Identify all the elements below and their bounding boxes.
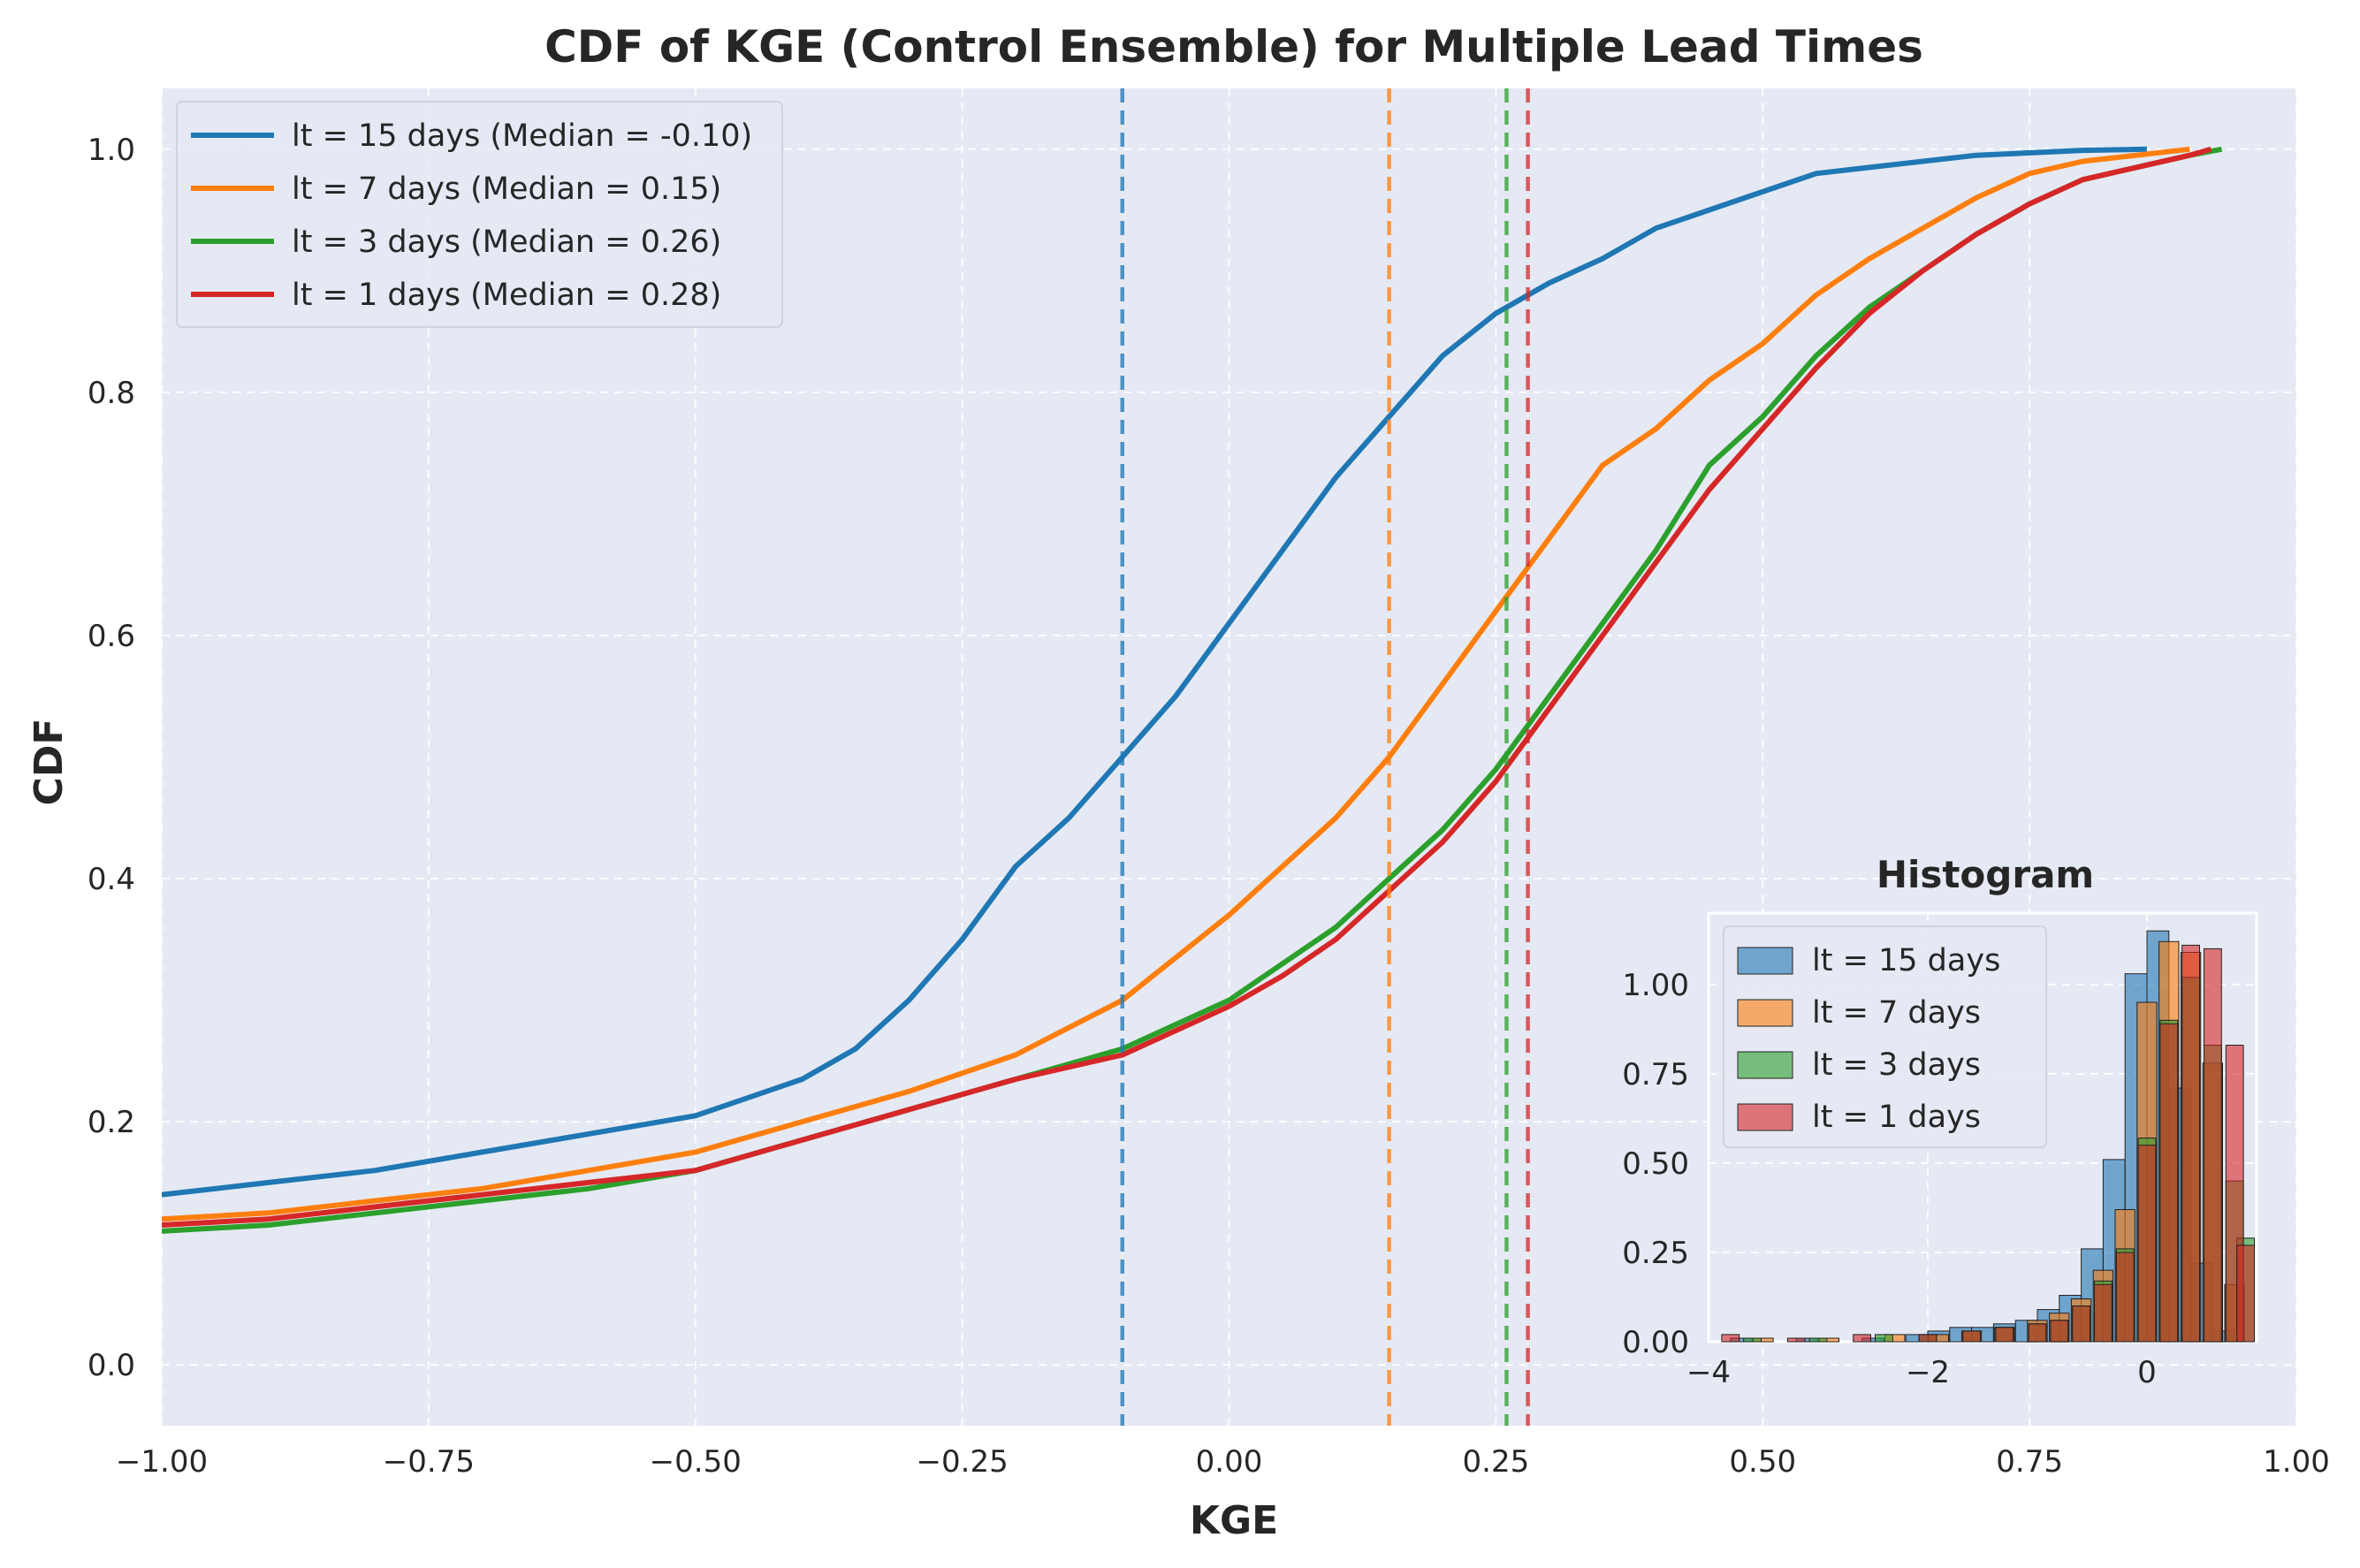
x-tick-label: 0.25: [1463, 1444, 1530, 1480]
y-tick-label: 1.0: [88, 133, 135, 168]
histogram-bar-lt-1-days: [2159, 1023, 2179, 1343]
histogram-bar-lt-1-days: [2072, 1305, 2090, 1343]
y-tick-label: 0.8: [88, 376, 135, 411]
histogram-bar-lt-1-days: [1918, 1334, 1937, 1343]
inset-y-tick-label: 0.75: [1622, 1057, 1689, 1092]
histogram-bar-lt-1-days: [2094, 1283, 2113, 1343]
y-axis-title: CDF: [27, 719, 72, 806]
histogram-inset: 0.00 0.25 0.50 0.75 1.00 −4 −2 0 lt = 15 days lt …: [1622, 911, 2258, 1390]
histogram-bar-lt-1-days: [1995, 1327, 2014, 1343]
histogram-bar-lt-3-days: [1808, 1337, 1828, 1343]
x-tick-label: −0.25: [917, 1444, 1009, 1480]
x-tick-label: 0.00: [1196, 1444, 1263, 1480]
histogram-bar-lt-1-days: [1853, 1334, 1871, 1343]
cdf-line-lt-15-days-median-0-10: [162, 146, 2147, 1198]
legend-label: lt = 15 days (Median = -0.10): [292, 118, 752, 154]
x-tick-label: 0.50: [1729, 1444, 1796, 1480]
histogram-bar-lt-1-days: [1962, 1330, 1981, 1343]
inset-x-tick-label: 0: [2137, 1355, 2157, 1390]
x-tick-label: 1.00: [2263, 1444, 2330, 1480]
inset-y-tick-label: 0.25: [1622, 1236, 1689, 1271]
inset-legend-swatch: [1737, 947, 1793, 975]
inset-legend-label: lt = 1 days: [1812, 1100, 1981, 1135]
y-tick-label: 0.4: [88, 862, 135, 897]
histogram-bar-lt-1-days: [2204, 948, 2222, 1343]
histogram-bar-lt-1-days: [2236, 1245, 2255, 1343]
histogram-bar-lt-3-days: [1743, 1337, 1762, 1343]
main-legend: lt = 15 days (Median = -0.10) lt = 7 days…: [176, 101, 783, 328]
inset-y-tick-label: 1.00: [1622, 968, 1689, 1003]
x-axis-title: KGE: [1190, 1498, 1278, 1543]
histogram-bar-lt-1-days: [2115, 1252, 2135, 1343]
inset-x-tick-label: −4: [1686, 1355, 1731, 1390]
y-tick-label: 0.2: [88, 1105, 135, 1140]
chart-title: CDF of KGE (Control Ensemble) for Multip…: [544, 21, 1923, 72]
inset-title: Histogram: [1877, 853, 2094, 896]
inset-legend-swatch: [1737, 999, 1793, 1027]
inset-legend-label: lt = 3 days: [1812, 1047, 1981, 1083]
y-tick-label: 0.0: [88, 1348, 135, 1383]
histogram-bar-lt-1-days: [1721, 1334, 1740, 1343]
legend-label: lt = 7 days (Median = 0.15): [292, 171, 721, 207]
histogram-bar-lt-1-days: [2050, 1320, 2069, 1343]
inset-legend-label: lt = 7 days: [1812, 995, 1981, 1031]
x-tick-label: −0.75: [383, 1444, 475, 1480]
y-tick-label: 0.6: [88, 619, 135, 654]
inset-y-tick-label: 0.00: [1622, 1325, 1689, 1360]
x-tick-label: −1.00: [116, 1444, 208, 1480]
histogram-bar-lt-3-days: [1875, 1334, 1893, 1343]
cdf-line-lt-7-days-median-0-15: [162, 146, 2190, 1222]
legend-label: lt = 1 days (Median = 0.28): [292, 278, 721, 313]
x-tick-label: 0.75: [1996, 1444, 2063, 1480]
inset-x-tick-label: −2: [1906, 1355, 1950, 1390]
inset-y-tick-label: 0.50: [1622, 1146, 1689, 1182]
x-tick-label: −0.50: [650, 1444, 742, 1480]
inset-legend-box: [1723, 925, 2047, 1148]
histogram-bar-lt-1-days: [2028, 1323, 2047, 1343]
inset-legend-swatch: [1737, 1103, 1793, 1131]
legend-box: [176, 101, 783, 328]
inset-legend-label: lt = 15 days: [1812, 943, 2000, 978]
histogram-bar-lt-1-days: [2181, 944, 2200, 1343]
histogram-bar-lt-1-days: [2137, 1145, 2157, 1343]
inset-legend-swatch: [1737, 1051, 1793, 1079]
cdf-line-lt-1-days-median-0-28: [162, 146, 2212, 1228]
legend-label: lt = 3 days (Median = 0.26): [292, 225, 721, 260]
histogram-bar-lt-1-days: [1786, 1337, 1806, 1343]
